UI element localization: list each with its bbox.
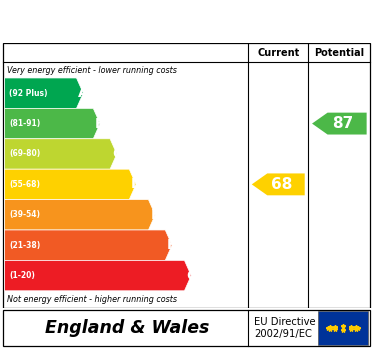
Text: (55-68): (55-68) [9,180,40,189]
Polygon shape [5,199,155,230]
Text: (1-20): (1-20) [9,271,35,280]
Text: 2002/91/EC: 2002/91/EC [254,329,312,339]
Text: Not energy efficient - higher running costs: Not energy efficient - higher running co… [7,295,177,304]
Text: (39-54): (39-54) [9,210,40,219]
Polygon shape [5,78,83,108]
Text: D: D [131,177,143,191]
Text: Very energy efficient - lower running costs: Very energy efficient - lower running co… [7,65,177,74]
Text: Potential: Potential [314,48,364,57]
Polygon shape [5,139,117,169]
Text: (69-80): (69-80) [9,150,40,158]
Text: F: F [167,238,177,252]
Bar [318,311,368,345]
Text: Current: Current [257,48,299,57]
Text: A: A [78,86,89,100]
Text: B: B [95,117,106,130]
Text: (81-91): (81-91) [9,119,40,128]
Polygon shape [252,173,305,195]
Text: EU Directive: EU Directive [254,317,315,327]
Polygon shape [5,260,191,291]
Text: C: C [112,147,122,161]
Text: (21-38): (21-38) [9,241,40,250]
Polygon shape [5,169,136,199]
Text: G: G [186,269,198,283]
Text: England & Wales: England & Wales [45,319,209,337]
Polygon shape [5,108,100,139]
Polygon shape [5,230,172,260]
Text: Energy Efficiency Rating: Energy Efficiency Rating [49,12,327,31]
Polygon shape [312,113,367,135]
Text: 87: 87 [332,116,354,131]
Text: E: E [150,208,160,222]
Text: 68: 68 [271,177,293,192]
Text: (92 Plus): (92 Plus) [9,89,47,98]
